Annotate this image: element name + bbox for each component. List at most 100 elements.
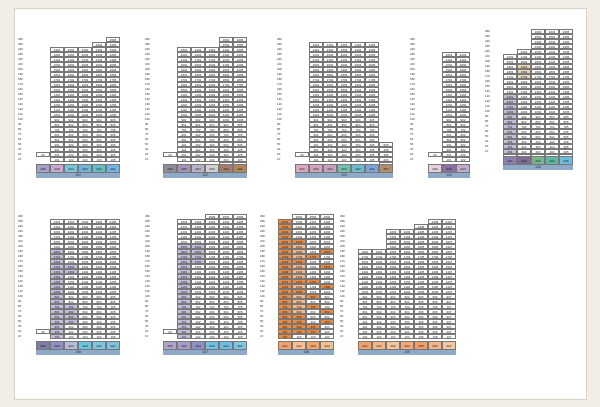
unit-cell: 702 [64,304,78,309]
unit-cell: 102 [64,334,78,339]
unit-cell: 1204 [545,99,559,104]
unit-cell: 1202 [292,279,306,284]
unit-cell: 304 [400,324,414,329]
unit-cell: 1602 [456,82,470,87]
unit-cell: 2403 [306,219,320,224]
unit-cell: 404 [92,142,106,147]
unit-cell: 2205 [106,229,120,234]
unit-cell: 1605 [233,259,247,264]
unit-cell: 405 [414,319,428,324]
unit-cell: 1201 [358,279,372,284]
unit-cell: 702 [292,304,306,309]
unit-cell: 305 [559,144,573,149]
floor-label: 8F [18,304,22,308]
unit-cell: 1902 [64,244,78,249]
floor-label: 11F [340,289,345,293]
unit-cell: 1901 [309,67,323,72]
floor-label: 20F [145,67,151,71]
unit-cell: 804 [400,299,414,304]
floor-label: 21F [145,239,151,243]
unit-cell: 2003 [205,62,219,67]
floor-label: 5F [18,142,22,146]
unit-cell: 1403 [337,92,351,97]
unit-cell: 204 [400,329,414,334]
unit-cell: 501 [309,137,323,142]
unit-cell: 1301 [50,97,64,102]
unit-cell: 1302 [191,274,205,279]
floor-label: 6F [18,137,22,141]
unit-cell: 1204 [92,102,106,107]
unit-cell: 1204 [320,279,334,284]
unit-cell: 1902 [323,67,337,72]
unit-cell: 1801 [50,249,64,254]
unit-cell: 1902 [517,64,531,69]
unit-cell: 1603 [306,259,320,264]
unit-cell: 1305 [233,274,247,279]
unit-cell: 802 [323,122,337,127]
unit-cell: 902 [191,294,205,299]
unit-cell: 2307 [442,224,456,229]
unit-cell: 506 [428,314,442,319]
unit-cell: 1502 [517,84,531,89]
unit-cell: 1805 [414,249,428,254]
unit-cell: 203 [531,149,545,154]
floor-label: 26F [145,214,151,218]
floor-label: 19F [410,72,416,76]
unit-cell: 2404 [92,42,106,47]
unit-cell: 1201 [177,279,191,284]
unit-cell: 2203 [337,52,351,57]
unit-cell: 2202 [191,52,205,57]
unit-cell: 401 [309,142,323,147]
unit-cell: 2002 [456,62,470,67]
unit-cell: 1804 [351,72,365,77]
unit-cell: 1302 [64,97,78,102]
floor-label: 15F [145,269,151,273]
unit-cell: 1904 [92,244,106,249]
unit-cell: 702 [456,127,470,132]
unit-cell: 702 [372,304,386,309]
floor-label: 10F [277,117,283,121]
unit-cell: 807 [442,299,456,304]
unit-cell: 1505 [106,87,120,92]
unit-cell: 2101 [503,54,517,59]
unit-cell: 202 [372,329,386,334]
unit-cell: 302 [456,147,470,152]
unit-cell: 1805 [106,72,120,77]
unit-cell: 802 [64,299,78,304]
unit-cell: 2305 [365,47,379,52]
unit-cell: 601 [278,309,292,314]
unit-cell: 501 [278,314,292,319]
unit-cell: 1801 [177,249,191,254]
floor-label: 9F [145,299,149,303]
unit-cell: 703 [531,124,545,129]
unit-cell: 1503 [78,87,92,92]
unit-cell: 1004 [320,289,334,294]
unit-cell: 2205 [106,52,120,57]
unit-cell: 805 [559,119,573,124]
unit-cell: 601 [442,132,456,137]
unit-cell: 701 [50,127,64,132]
unit-cell: 1005 [559,109,573,114]
unit-cell: 1002 [372,289,386,294]
floor-label: 22F [145,57,151,61]
unit-cell: 1104 [92,284,106,289]
unit-cell: 2504 [219,214,233,219]
unit-cell: 304 [351,147,365,152]
unit-cell: 2302 [191,47,205,52]
unit-cell: 1505 [414,264,428,269]
unit-cell: 1301 [358,274,372,279]
unit-cell: 2302 [64,47,78,52]
floor-label: 5F [410,142,414,146]
floor-label: 20F [260,244,266,248]
unit-type-label: 2A4 [323,164,337,173]
unit-cell: 701 [358,304,372,309]
floor-label: 3F [145,324,149,328]
unit-cell: 205 [233,157,247,162]
unit-cell: 604 [219,137,233,142]
unit-cell: 1606 [428,259,442,264]
floor-label: 12F [18,284,24,288]
unit-cell: 705 [414,304,428,309]
floor-label: 11F [145,112,150,116]
unit-cell: 801 [177,122,191,127]
unit-cell: 1304 [92,97,106,102]
